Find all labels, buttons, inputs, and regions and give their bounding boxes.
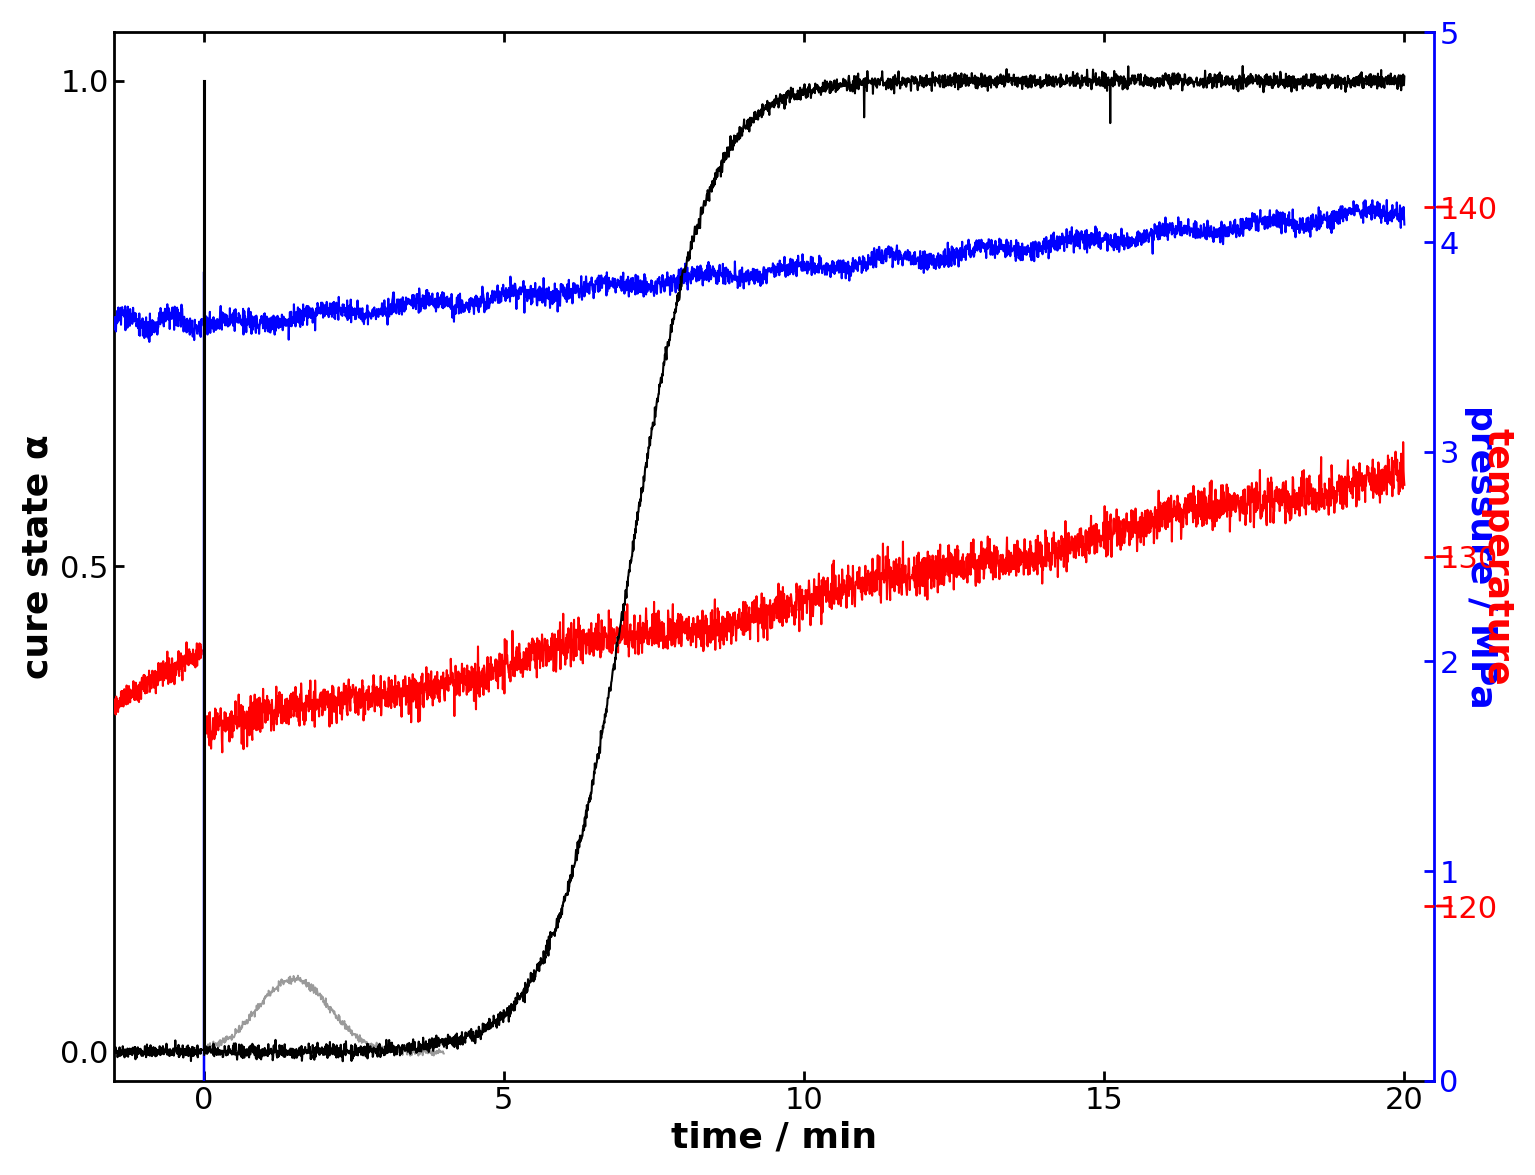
Y-axis label: cure state α: cure state α — [21, 435, 55, 679]
X-axis label: time / min: time / min — [671, 1120, 876, 1154]
Y-axis label: pressure / MPa: pressure / MPa — [1464, 404, 1498, 709]
Y-axis label: temperature: temperature — [1480, 428, 1514, 685]
